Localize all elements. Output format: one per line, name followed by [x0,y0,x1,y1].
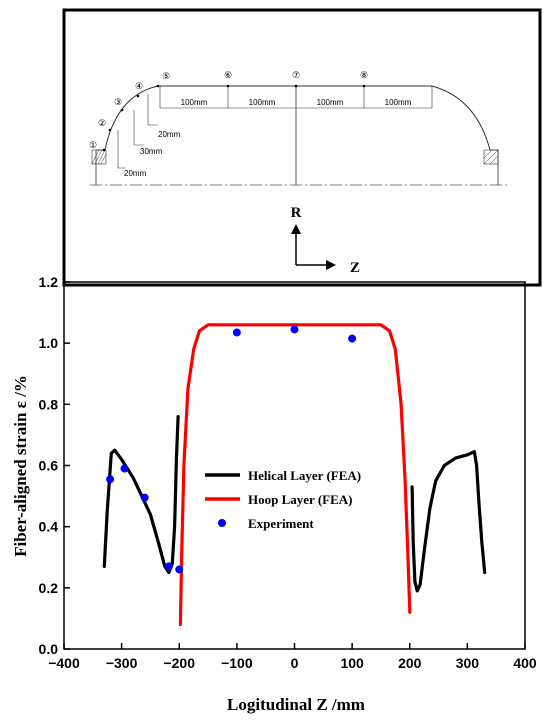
y-tick-label: 0.2 [39,580,59,596]
point-label-6: ⑥ [224,70,232,80]
x-tick-label: −200 [163,655,195,671]
legend: Helical Layer (FEA) Hoop Layer (FEA) Exp… [205,468,361,531]
series-lines [102,323,487,627]
experiment-point [106,475,115,484]
series-line-helical [102,415,180,575]
x-tick-label: −400 [48,655,80,671]
point-label-2: ② [98,118,106,128]
legend-label-experiment: Experiment [248,516,314,531]
series-line-hoop [178,323,412,627]
y-tick-label: 0.4 [39,519,59,535]
x-tick-label: 400 [513,655,537,671]
y-tick-label: 0.0 [39,641,59,657]
dim-label-3: 100mm [317,98,344,107]
point-label-3: ③ [114,97,122,107]
legend-label-hoop: Hoop Layer (FEA) [248,492,352,507]
y-tick-label: 1.2 [39,274,59,290]
experiment-point [164,562,173,571]
point-label-8: ⑧ [360,70,368,80]
z-axis-label: Z [350,260,360,276]
experiment-point [232,328,241,337]
x-tick-label: 200 [398,655,422,671]
y-axis-title: Fiber-aligned strain ε /% [11,375,30,557]
dim-label-2: 100mm [249,98,276,107]
y-tick-label: 1.0 [39,335,59,351]
x-tick-label: −100 [221,655,253,671]
dim-label-1: 100mm [181,98,208,107]
experiment-point [120,464,129,473]
right-hatch-lines [483,149,499,165]
r-axis-arrowhead [291,224,301,234]
legend-swatch-experiment [218,519,226,527]
right-boss [490,149,499,185]
dim-label-4: 100mm [385,98,412,107]
legend-label-helical: Helical Layer (FEA) [248,468,361,483]
point-label-4: ④ [135,81,143,91]
plot-frame [63,281,526,650]
x-tick-label: 300 [456,655,480,671]
point-label-7: ⑦ [292,70,300,80]
x-tick-label: −300 [106,655,138,671]
dim-vertical-1: 20mm [158,130,181,139]
experiment-point [175,565,184,574]
x-tick-label: 0 [291,655,299,671]
left-boss [95,149,105,185]
r-axis-label: R [291,205,302,221]
chart-panel: 0.0 0.2 0.4 0.6 0.8 1.0 1.2 −400 −300 −200 −100 0 1… [11,274,537,714]
y-tick-label: 0.6 [39,458,59,474]
series-line-helical [410,450,487,593]
right-dome [431,85,491,151]
right-hatch [483,149,499,165]
z-axis-arrowhead [326,260,336,270]
point-label-5: ⑤ [162,71,170,81]
y-tick-label: 0.8 [39,396,59,412]
experiment-points [106,325,357,574]
x-axis: −400 −300 −200 −100 0 100 200 300 400 [48,643,537,671]
experiment-point [140,493,149,502]
y-axis: 0.0 0.2 0.4 0.6 0.8 1.0 1.2 [39,274,70,657]
left-hatch-lines [91,149,107,165]
experiment-point [290,325,299,334]
x-axis-title: Logitudinal Z /mm [227,695,365,714]
dim-vertical-2: 30mm [140,147,163,156]
x-tick-label: 100 [340,655,364,671]
experiment-point [348,334,357,343]
point-label-1: ① [89,140,97,150]
schematic-frame [62,8,542,287]
left-dome [104,85,159,151]
schematic-panel: 100mm 100mm 100mm 100mm 20mm 30mm 20mm ①… [62,8,542,287]
dim-vertical-3: 20mm [124,169,147,178]
